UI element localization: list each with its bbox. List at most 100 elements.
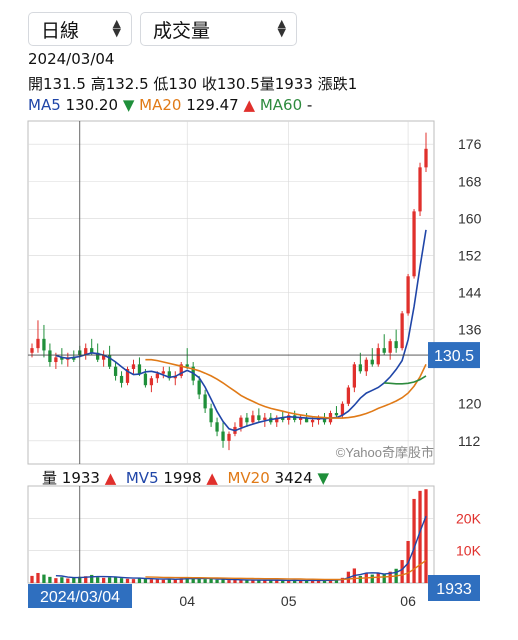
candle-body (149, 378, 154, 386)
candle-body (96, 352, 100, 360)
volume-bar (197, 578, 201, 583)
volume-bar (334, 579, 339, 583)
month-tick-label: 04 (179, 593, 195, 609)
candle-body (107, 355, 112, 367)
candle-body (310, 419, 315, 423)
candle-body (161, 371, 165, 374)
mv5-label: MV5 (125, 469, 159, 487)
watermark: ©Yahoo奇摩股市 (336, 445, 434, 460)
candle-body (30, 348, 34, 353)
candle-body (42, 338, 46, 351)
volume-bar (161, 579, 165, 583)
volume-bar (42, 574, 46, 583)
volume-bar (322, 580, 327, 583)
volume-bar (191, 578, 195, 583)
candle-body (125, 368, 130, 383)
ma5-down-arrow-icon: ▼ (122, 96, 135, 114)
volume-bar (340, 577, 345, 583)
price-tick-label: 144 (458, 285, 482, 301)
volume-up-arrow-icon: ▲ (104, 469, 117, 487)
volume-bar (281, 580, 285, 583)
candle-body (221, 431, 225, 441)
ma20-line (145, 358, 427, 419)
candle-body (382, 348, 386, 353)
candle-body (239, 417, 243, 427)
candle-body (257, 415, 261, 420)
volume-bar (36, 572, 40, 583)
candle-body (322, 417, 327, 423)
volume-bar (316, 580, 321, 583)
candle-body (113, 366, 118, 376)
candle-body (370, 359, 374, 365)
candle-body (119, 375, 124, 383)
candle-body (352, 364, 357, 388)
volume-bar (269, 580, 273, 583)
candle-body (36, 338, 40, 349)
price-tick-label: 176 (458, 136, 482, 152)
updown-chevron-icon: ▲ ▼ (277, 17, 286, 39)
indicator-select[interactable]: 成交量 ▲ ▼ (140, 12, 297, 46)
ma20-label: MA20 (139, 96, 182, 114)
candle-body (215, 422, 219, 432)
price-tick-label: 120 (458, 396, 482, 412)
candle-body (203, 394, 207, 409)
volume-bar (30, 575, 34, 583)
candle-body (72, 357, 76, 360)
price-tick-label: 152 (458, 247, 482, 263)
volume-bar (376, 572, 380, 583)
candle-body (298, 417, 303, 420)
ma20-up-arrow-icon: ▲ (243, 96, 256, 114)
candle-body (394, 341, 398, 349)
candle-body (304, 417, 309, 423)
ma-legend: MA5 130.20 ▼ MA20 129.47 ▲ MA60 - (28, 96, 312, 114)
volume-bar (48, 576, 52, 583)
candle-body (227, 433, 231, 441)
volume-bar (358, 575, 362, 583)
candle-body (287, 415, 291, 420)
volume-bar (185, 577, 189, 583)
volume-bar (125, 578, 130, 583)
period-select-value: 日線 (41, 19, 80, 42)
candle-body (358, 364, 362, 372)
candle-body (281, 417, 285, 420)
mv5-up-arrow-icon: ▲ (206, 469, 218, 487)
candle-body (197, 380, 201, 395)
volume-bar (119, 578, 124, 583)
volume-bar (388, 571, 392, 583)
candle-body (251, 415, 255, 423)
mv20-down-arrow-icon: ▼ (317, 469, 330, 487)
volume-bar (245, 580, 249, 583)
volume-label: 量 (42, 469, 58, 487)
date-readout: 2024/03/04 (28, 50, 115, 68)
candle-body (101, 355, 106, 360)
price-tick-label: 112 (458, 433, 481, 449)
candle-body (275, 417, 279, 423)
volume-bar (90, 574, 94, 583)
candle-body (48, 350, 52, 363)
volume-bar (328, 579, 333, 583)
volume-tick-label: 10K (456, 543, 482, 559)
volume-bar (287, 580, 291, 583)
price-cursor-badge: 130.5 (434, 348, 474, 365)
indicator-select-value: 成交量 (153, 19, 211, 42)
volume-bar (257, 580, 261, 583)
volume-mv20-line (145, 559, 427, 581)
volume-bar (310, 580, 315, 583)
candle-body (346, 387, 351, 404)
volume-bar (275, 580, 279, 583)
volume-bar (179, 578, 183, 583)
volume-bar (400, 560, 404, 583)
updown-chevron-icon: ▲ ▼ (112, 17, 121, 39)
price-tick-label: 168 (458, 173, 482, 189)
ohlc-readout: 開131.5 高132.5 低130 收130.5量1933 漲跌1 (28, 75, 358, 93)
volume-bar (101, 577, 106, 583)
candle-body (167, 371, 171, 379)
period-select[interactable]: 日線 ▲ ▼ (28, 12, 132, 46)
volume-bar (221, 579, 225, 583)
volume-bar (293, 580, 297, 583)
candle-body (54, 357, 58, 363)
candle-body (424, 148, 428, 168)
candle-body (90, 348, 94, 353)
volume-bar (227, 580, 231, 583)
